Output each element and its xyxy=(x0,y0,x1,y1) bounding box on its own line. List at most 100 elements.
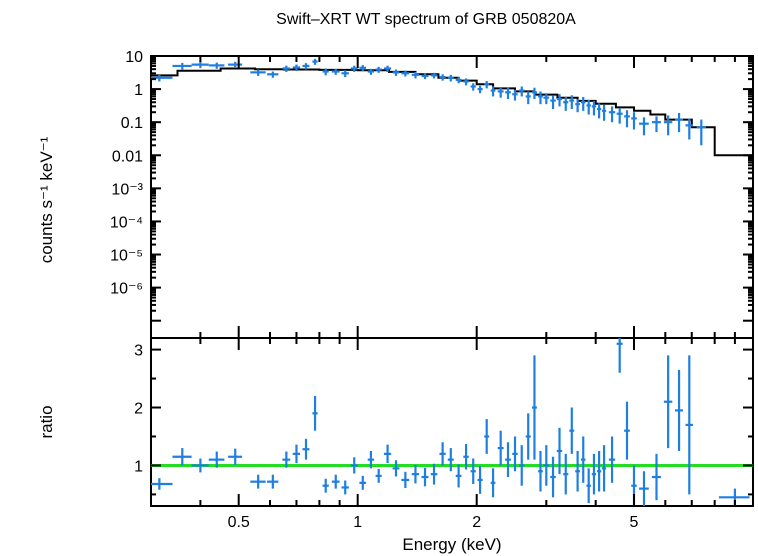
ratio-point xyxy=(392,460,400,477)
ratio-point xyxy=(172,448,192,466)
spectrum-point xyxy=(250,69,266,76)
ratio-y-axis-label: ratio xyxy=(37,405,56,438)
spectrum-point xyxy=(596,103,602,119)
x-tick-label: 1 xyxy=(353,514,362,531)
ratio-point xyxy=(580,436,586,483)
model-curve-group xyxy=(151,67,753,157)
spectrum-point xyxy=(331,68,340,75)
spectrum-point xyxy=(463,78,469,86)
ratio-point xyxy=(586,468,591,504)
ratio-point xyxy=(312,395,318,431)
spectrum-point xyxy=(575,99,580,113)
spectrum-point xyxy=(586,99,591,115)
spectrum-point xyxy=(322,68,329,76)
ratio-point xyxy=(505,442,511,478)
ratio-point xyxy=(591,453,597,495)
ratio-x-ticks: 0.5 1 2 5 xyxy=(150,338,754,531)
ratio-point xyxy=(663,355,673,449)
ratio-point xyxy=(624,401,630,460)
spectrum-point xyxy=(490,86,496,97)
spectrum-point xyxy=(675,112,683,133)
spectrum-point xyxy=(608,106,616,123)
spectrum-point xyxy=(519,86,525,97)
spectrum-point xyxy=(302,63,310,70)
y-tick-label: 10⁻⁵ xyxy=(110,248,143,265)
ratio-point xyxy=(639,471,649,506)
ratio-point xyxy=(512,436,518,472)
spectrum-point xyxy=(421,73,429,80)
ratio-point xyxy=(463,444,469,470)
ratio-point xyxy=(556,427,563,475)
ratio-point xyxy=(367,450,375,469)
ratio-point xyxy=(490,468,496,498)
spectrum-point xyxy=(228,61,243,69)
spectrum-point xyxy=(639,117,649,136)
ratio-point xyxy=(411,464,420,484)
spectrum-point xyxy=(538,91,543,105)
y-tick-label: 0.01 xyxy=(112,148,143,165)
ratio-point xyxy=(350,457,358,474)
spectrum-x-ticks xyxy=(150,56,754,338)
spectrum-point xyxy=(663,115,673,136)
spectrum-point xyxy=(383,65,392,72)
spectrum-point xyxy=(505,87,511,100)
ratio-point xyxy=(228,448,243,465)
spectrum-point xyxy=(685,118,693,140)
spectrum-point xyxy=(292,64,301,72)
spectrum-point xyxy=(282,65,291,72)
ratio-point xyxy=(401,471,410,489)
spectrum-point xyxy=(401,70,410,77)
ratio-point xyxy=(191,458,209,473)
ratio-point xyxy=(616,338,623,373)
ratio-point xyxy=(608,436,616,483)
spectrum-point xyxy=(550,95,556,110)
spectrum-point xyxy=(392,69,400,76)
spectrum-point xyxy=(616,107,623,124)
ratio-point xyxy=(322,478,329,493)
y-tick-label: 10⁻³ xyxy=(111,181,143,198)
spectrum-point xyxy=(151,74,173,82)
spectrum-point xyxy=(484,81,490,89)
spectrum-points-group xyxy=(151,58,706,146)
spectrum-point xyxy=(512,89,518,101)
ratio-point xyxy=(383,444,392,464)
spectrum-y-ticks: 10 1 0.1 0.01 10⁻³ 10⁻⁴ 10⁻⁵ 10⁻⁶ xyxy=(110,49,753,322)
ratio-point xyxy=(563,453,569,495)
ratio-point xyxy=(675,369,683,451)
spectrum-point xyxy=(624,110,630,128)
ratio-y-ticks: 1 2 3 xyxy=(134,343,753,496)
ratio-point xyxy=(538,450,543,492)
ratio-point xyxy=(550,456,556,498)
y-tick-label: 0.1 xyxy=(121,115,143,132)
ratio-points-group xyxy=(151,338,750,506)
ratio-point xyxy=(331,474,340,489)
ratio-point xyxy=(543,445,550,486)
spectrum-point xyxy=(696,119,706,146)
chart-title: Swift–XRT WT spectrum of GRB 050820A xyxy=(276,11,576,28)
ratio-point xyxy=(569,407,575,454)
spectrum-point xyxy=(531,87,537,100)
ratio-point xyxy=(375,468,382,483)
x-tick-label: 2 xyxy=(472,514,481,531)
spectrum-point xyxy=(208,62,225,69)
ratio-point xyxy=(439,442,446,466)
ratio-point xyxy=(341,480,349,495)
spectrum-y-axis-label: counts s⁻¹ keV⁻¹ xyxy=(37,136,56,263)
spectrum-point xyxy=(447,74,454,82)
ratio-point xyxy=(519,445,525,486)
ratio-plot-frame xyxy=(150,337,754,507)
ratio-point xyxy=(151,478,173,490)
spectrum-panel: 10 1 0.1 0.01 10⁻³ 10⁻⁴ 10⁻⁵ 10⁻⁶ counts s⁻¹ ke… xyxy=(37,49,754,339)
y-tick-label: 10⁻⁴ xyxy=(110,214,143,231)
ratio-point xyxy=(531,355,537,460)
spectrum-point xyxy=(525,91,531,105)
ratio-point xyxy=(477,466,483,494)
spectrum-point xyxy=(172,62,192,70)
spectrum-plot-frame xyxy=(150,55,754,339)
ratio-panel: 1 2 3 0.5 1 2 5 ratio xyxy=(37,337,754,531)
ratio-point xyxy=(596,450,602,492)
spectrum-point xyxy=(631,112,637,130)
ratio-point xyxy=(685,355,693,495)
spectrum-point xyxy=(497,87,504,98)
